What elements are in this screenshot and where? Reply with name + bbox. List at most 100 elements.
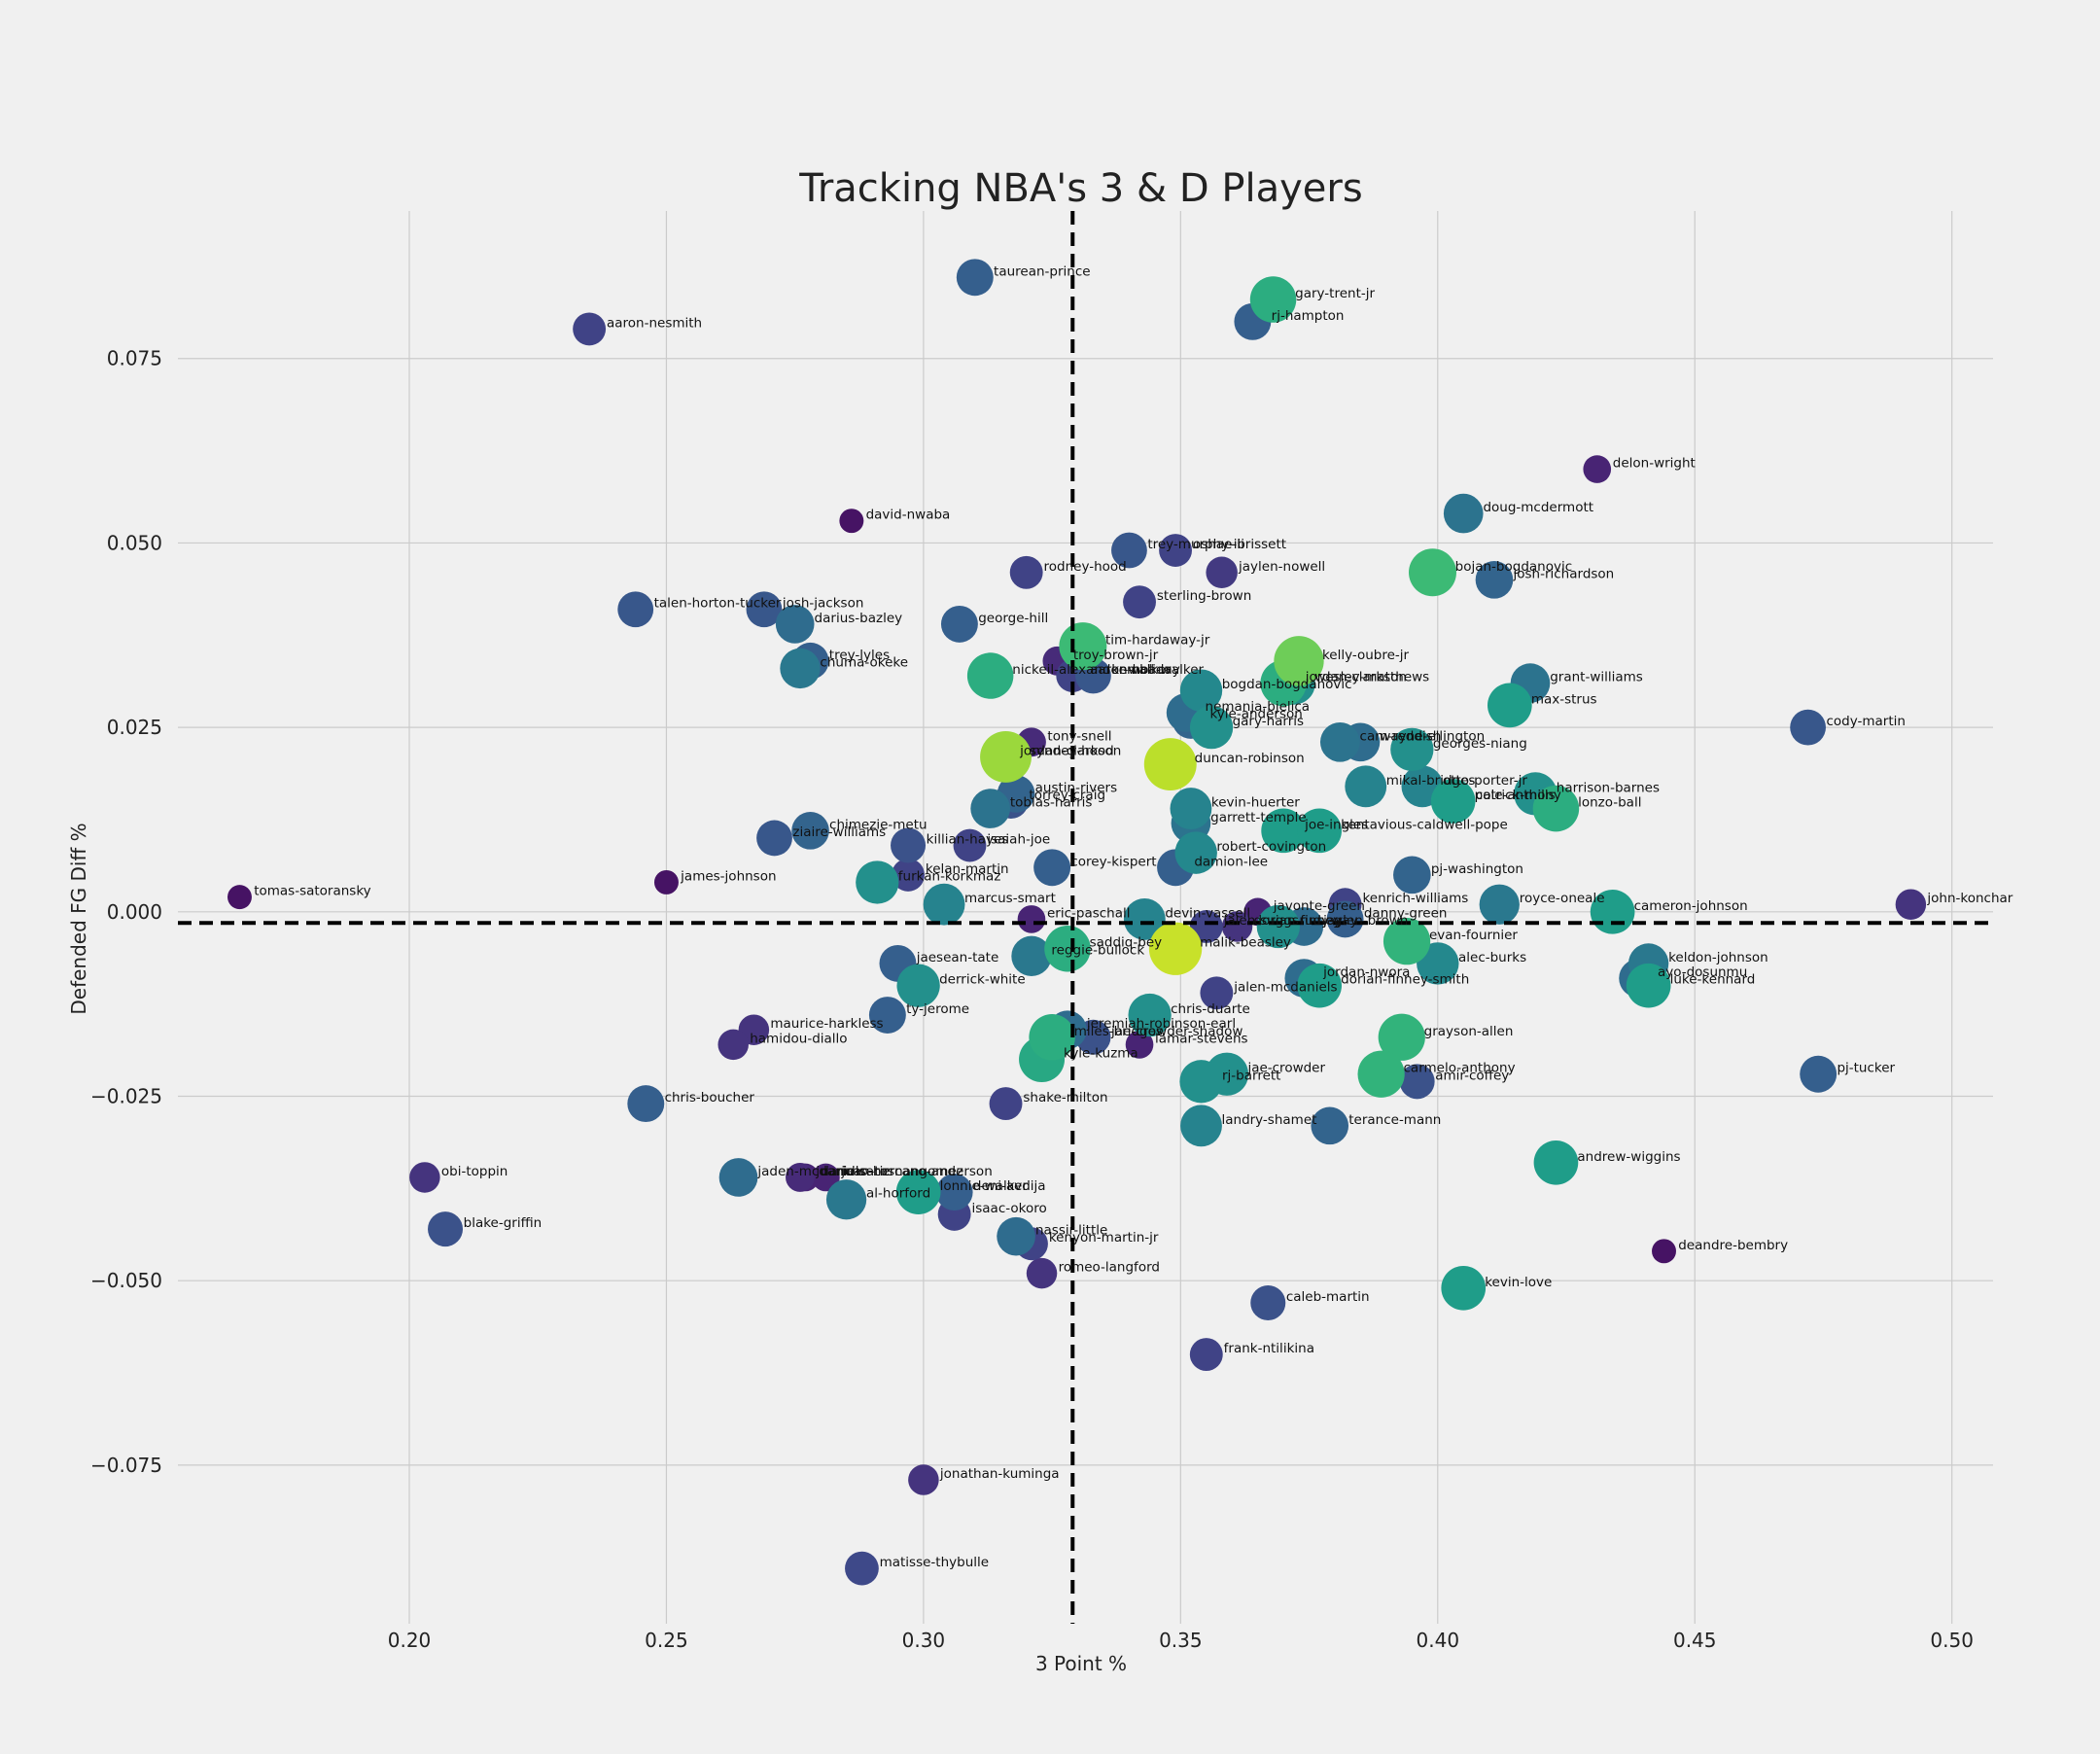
point-grayson-allen: [1378, 1013, 1425, 1061]
point-label: ty-jerome: [906, 1001, 969, 1017]
point-josh-jackson: [746, 591, 783, 628]
y-tick-label: 0.025: [107, 716, 162, 739]
point-label: cole-anthony: [1476, 788, 1561, 803]
point-andrew-wiggins: [1533, 1140, 1579, 1185]
point-label: john-konchar: [1926, 891, 2012, 906]
point-lonnie-walker: [895, 1170, 941, 1214]
point-label: saddiq-bey: [1090, 935, 1163, 951]
point-label: jordan-clarkson: [1305, 670, 1407, 685]
point-deandre-bembry: [1652, 1239, 1676, 1264]
point-label: bogdan-bogdanovic: [1222, 677, 1352, 692]
x-tick-label: 0.40: [1417, 1629, 1460, 1652]
point-kentavious-caldwell-pope: [1297, 808, 1342, 854]
point-taurean-prince: [956, 259, 994, 297]
point-label: talen-horton-tucker: [654, 596, 782, 612]
point-label: aaron-holiday: [1090, 662, 1180, 678]
point-label: sterling-brown: [1157, 588, 1251, 604]
point-label: keldon-johnson: [1668, 950, 1768, 965]
point-max-strus: [1488, 683, 1532, 728]
point-chuma-okeke: [780, 648, 821, 689]
x-axis-label: 3 Point %: [1035, 1652, 1127, 1675]
point-syndey-hood: [980, 731, 1032, 783]
point-label: jaesean-tate: [916, 950, 999, 965]
point-label: david-nwaba: [866, 508, 951, 523]
point-label: jae-crowder-shadow: [1110, 1024, 1242, 1039]
point-label: derrick-white: [939, 972, 1026, 988]
point-danny-green: [1326, 900, 1364, 938]
point-cam-reddish: [1319, 721, 1360, 762]
point-label: javonte-green: [1273, 898, 1365, 914]
point-kevin-huerter: [1170, 788, 1212, 830]
point-label: juan-toscano-anderson: [840, 1164, 992, 1179]
point-frank-ntilikina: [1189, 1338, 1223, 1372]
point-label: jaylen-brown: [1322, 913, 1408, 929]
point-label: hamidou-diallo: [750, 1031, 847, 1046]
point-label: georges-niang: [1433, 736, 1527, 752]
grid: [178, 211, 1993, 1624]
point-label: josh-richardson: [1512, 566, 1614, 581]
point-gary-harris: [1189, 705, 1234, 750]
point-label: jaden-mcdaniels: [756, 1164, 865, 1179]
point-label: wesley-matthews: [1314, 670, 1429, 685]
y-tick-label: 0.050: [107, 531, 162, 554]
point-label: nassir-little: [1035, 1223, 1107, 1239]
point-joe-ingles: [1261, 808, 1306, 854]
point-carmelo-anthony: [1357, 1050, 1405, 1098]
point-john-konchar: [1895, 889, 1927, 920]
point-label: cameron-johnson: [1634, 898, 1748, 914]
point-landry-shamet: [1180, 1105, 1222, 1147]
point-label: landry-shamet: [1221, 1112, 1316, 1128]
point-label: miles-bridges: [1074, 1024, 1163, 1039]
point-label: alec-burks: [1458, 950, 1526, 965]
point-label: patrick-mills: [1475, 788, 1556, 803]
point-saddiq-bey: [1044, 925, 1091, 972]
point-tim-hardaway-jr: [1059, 622, 1107, 671]
point-label: jalen-suggs: [1223, 913, 1299, 929]
point-oshae-brissett: [1159, 534, 1193, 567]
point-corey-kispert: [1033, 849, 1071, 887]
point-bojan-bogdanovic: [1409, 548, 1456, 597]
point-label: juancho-hernangomez: [815, 1164, 962, 1179]
point-label: tobias-harris: [1010, 795, 1093, 811]
point-georges-niang: [1390, 727, 1434, 772]
point-pj-washington: [1393, 856, 1431, 895]
point-label: reggie-bullock: [1051, 942, 1144, 958]
point-label: trey-murphy-iii: [1147, 537, 1244, 552]
x-tick-label: 0.35: [1159, 1629, 1203, 1652]
point-label: rj-barrett: [1222, 1068, 1280, 1083]
point-label: kyle-kuzma: [1064, 1046, 1138, 1062]
point-label: nemanja-bjelica: [1206, 699, 1311, 715]
point-miles-bridges: [1029, 1014, 1075, 1061]
point-pj-tucker: [1800, 1055, 1838, 1093]
point-robert-covington: [1174, 831, 1217, 874]
point-label: oshae-brissett: [1193, 537, 1286, 552]
point-label: dorian-finney-smith: [1341, 972, 1469, 988]
y-tick-label: 0.000: [107, 900, 162, 924]
point-reggie-bullock: [1011, 935, 1052, 976]
point-label: james-johnson: [680, 868, 776, 884]
point-marcus-smart: [923, 883, 965, 926]
point-shake-milton: [989, 1087, 1023, 1121]
point-rodney-hood: [1009, 555, 1043, 589]
point-label: jeremiah-robinson-earl: [1086, 1016, 1236, 1032]
point-label: lamar-stevens: [1155, 1031, 1248, 1046]
point-jaden-mcdaniels: [718, 1158, 758, 1197]
point-darius-bazley: [775, 605, 815, 644]
point-ziaire-williams: [756, 820, 792, 857]
point-label: kelly-oubre-jr: [1322, 648, 1410, 663]
point-nickeil-alexander-walker: [966, 652, 1014, 699]
point-label: duncan-robinson: [1195, 751, 1305, 766]
point-label: jalen-mcdaniels: [1233, 979, 1337, 995]
point-jalen-mcdaniels: [1200, 976, 1234, 1010]
point-label: royce-oneale: [1520, 891, 1605, 906]
point-label: doug-mcdermott: [1483, 500, 1593, 515]
point-juan-toscano-anderson: [812, 1163, 840, 1192]
point-label: ziaire-williams: [792, 824, 886, 840]
point-label: harrison-barnes: [1557, 780, 1660, 795]
point-isaiah-joe: [953, 828, 987, 862]
point-label: kemba-walker: [1111, 662, 1204, 678]
point-chris-duarte: [1128, 993, 1172, 1037]
point-label: chuma-okeke: [820, 654, 908, 670]
point-trey-murphy-iii: [1111, 532, 1147, 569]
point-label: gary-trent-jr: [1295, 286, 1375, 301]
